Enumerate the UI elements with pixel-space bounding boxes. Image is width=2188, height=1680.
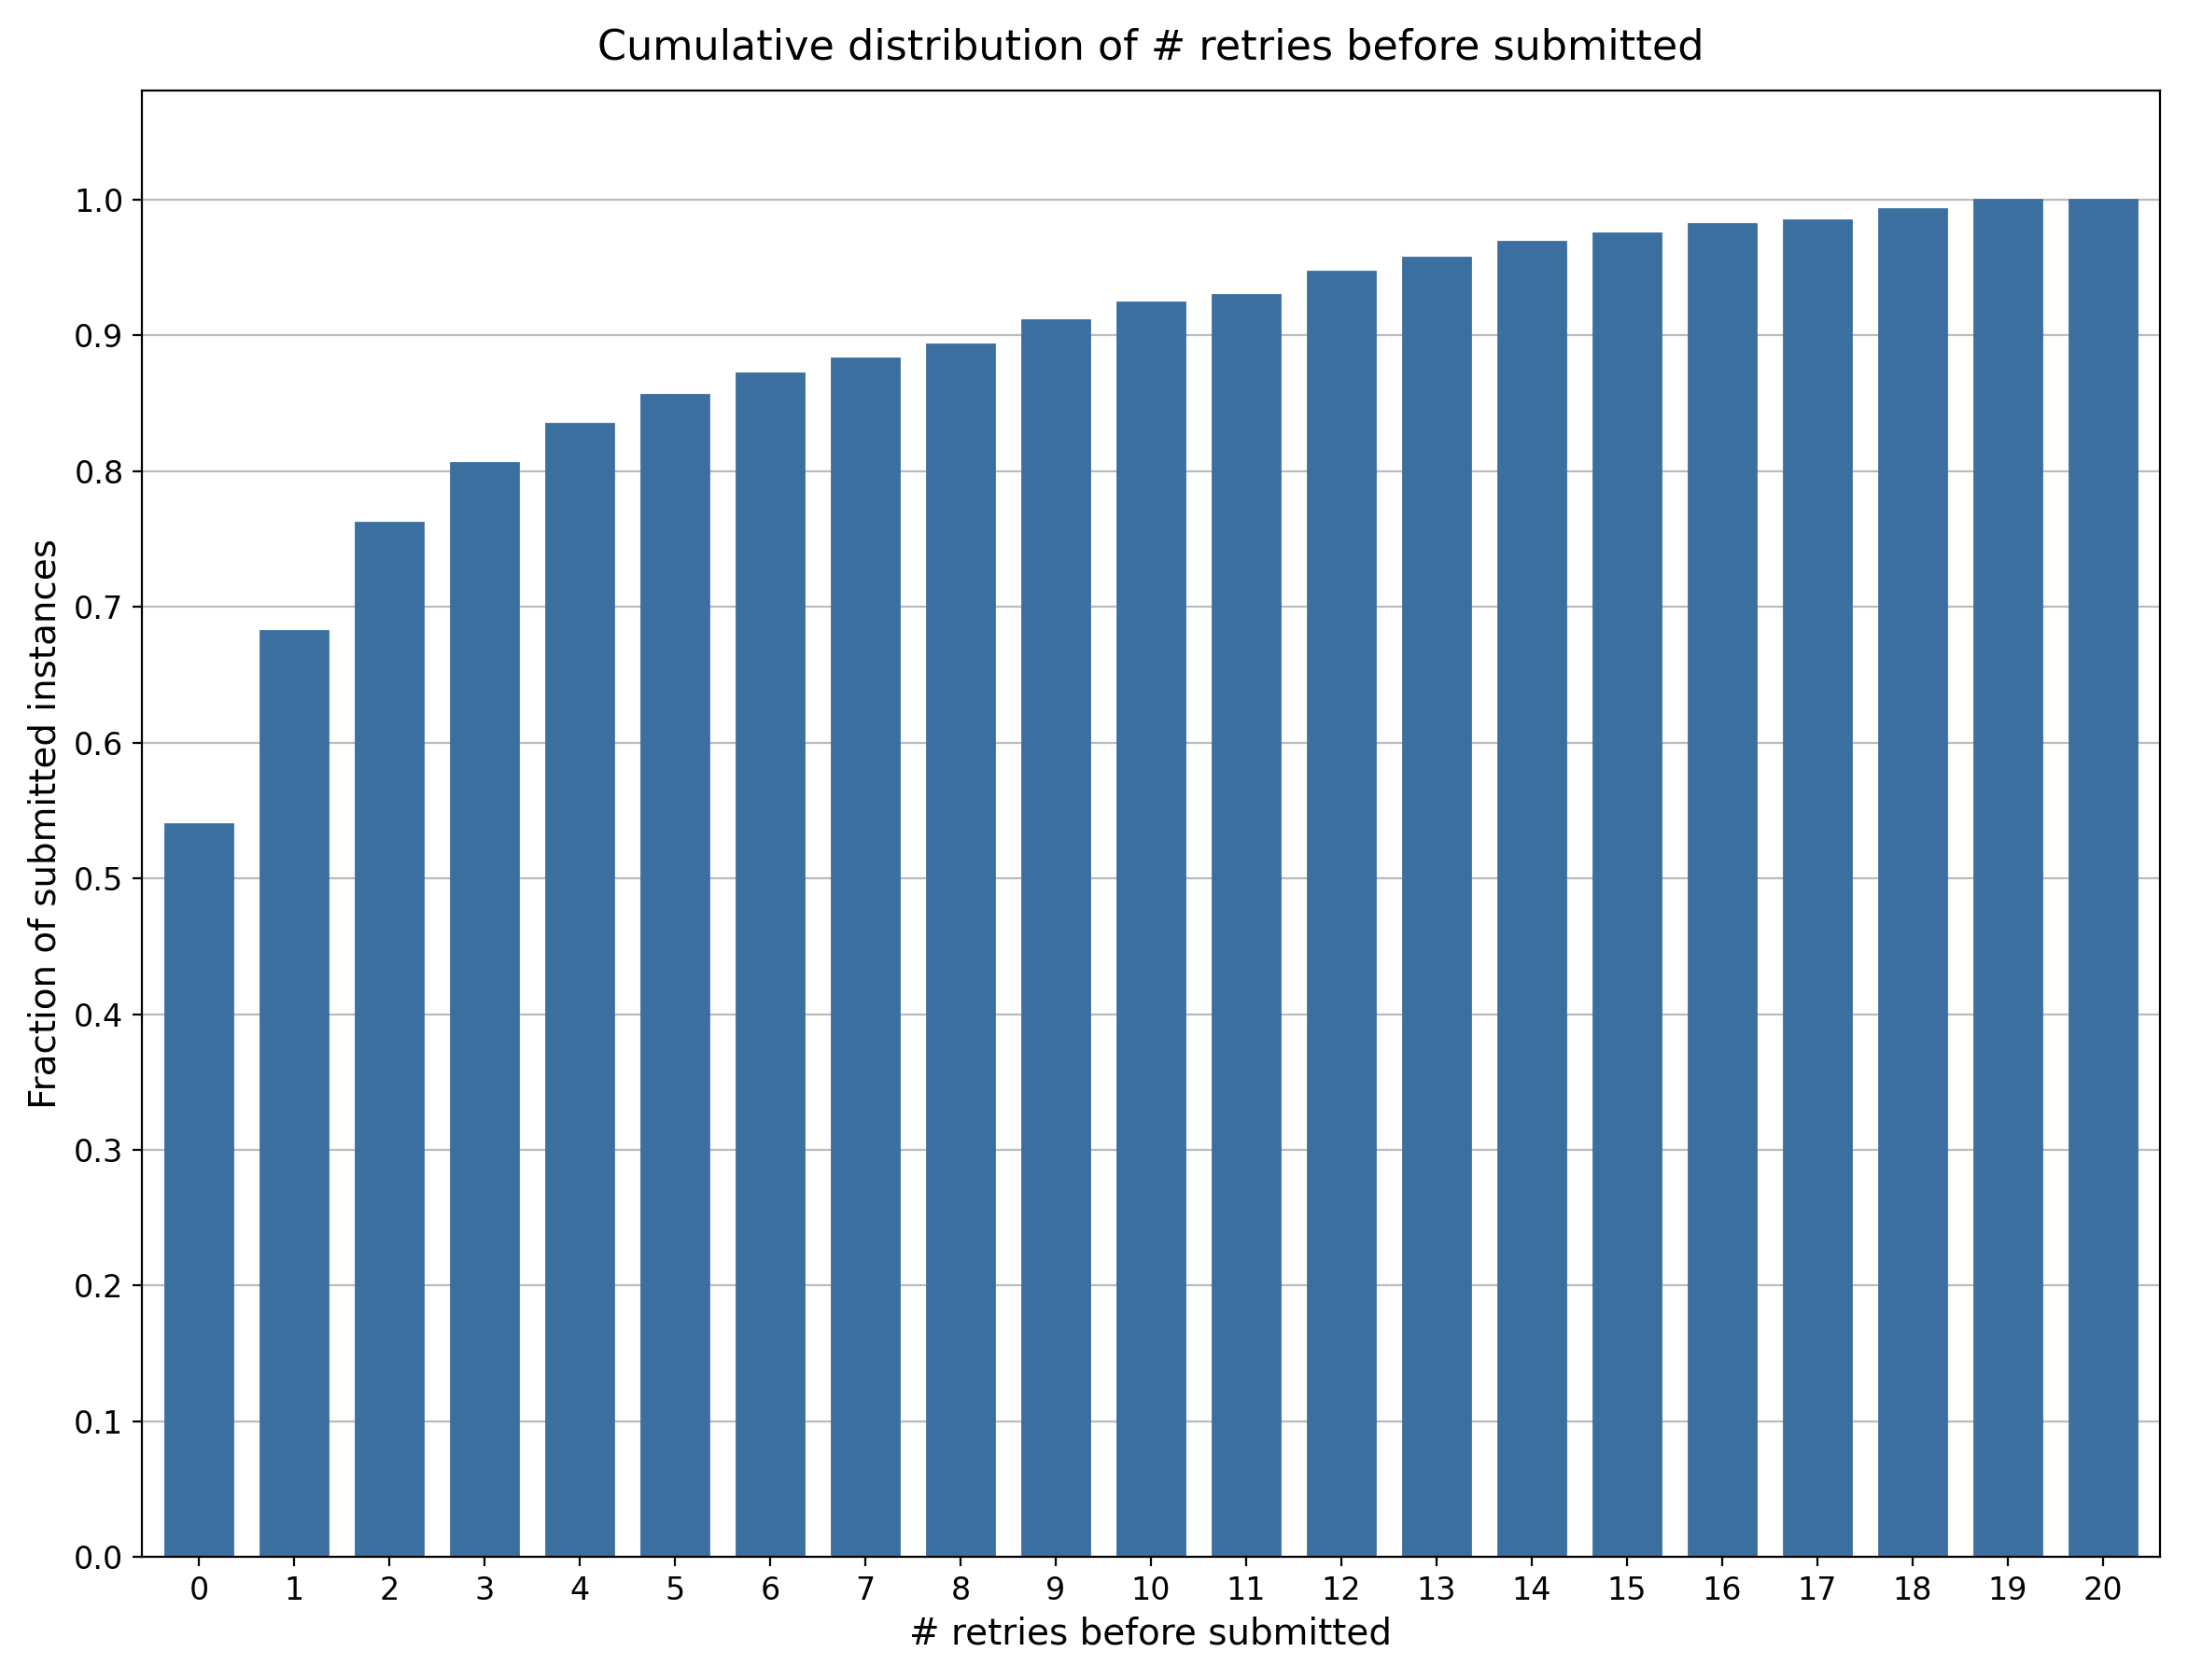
Bar xyxy=(928,344,993,1557)
Bar xyxy=(1403,257,1470,1557)
Bar xyxy=(1022,321,1090,1557)
Bar xyxy=(451,464,519,1557)
Bar xyxy=(1118,302,1184,1557)
Y-axis label: Fraction of submitted instances: Fraction of submitted instances xyxy=(28,539,63,1109)
Bar xyxy=(737,373,803,1557)
Bar xyxy=(547,423,613,1557)
X-axis label: # retries before submitted: # retries before submitted xyxy=(910,1616,1392,1651)
Bar xyxy=(1308,272,1374,1557)
Bar xyxy=(1593,234,1661,1557)
Bar xyxy=(1212,294,1280,1557)
Bar xyxy=(641,395,709,1557)
Bar xyxy=(357,522,422,1557)
Bar xyxy=(1974,200,2041,1557)
Bar xyxy=(166,823,232,1557)
Bar xyxy=(1689,223,1755,1557)
Bar xyxy=(1499,242,1564,1557)
Bar xyxy=(1783,220,1851,1557)
Bar xyxy=(1879,208,1945,1557)
Bar xyxy=(260,632,328,1557)
Bar xyxy=(2070,200,2135,1557)
Bar xyxy=(831,358,899,1557)
Title: Cumulative distribution of # retries before submitted: Cumulative distribution of # retries bef… xyxy=(597,29,1704,69)
